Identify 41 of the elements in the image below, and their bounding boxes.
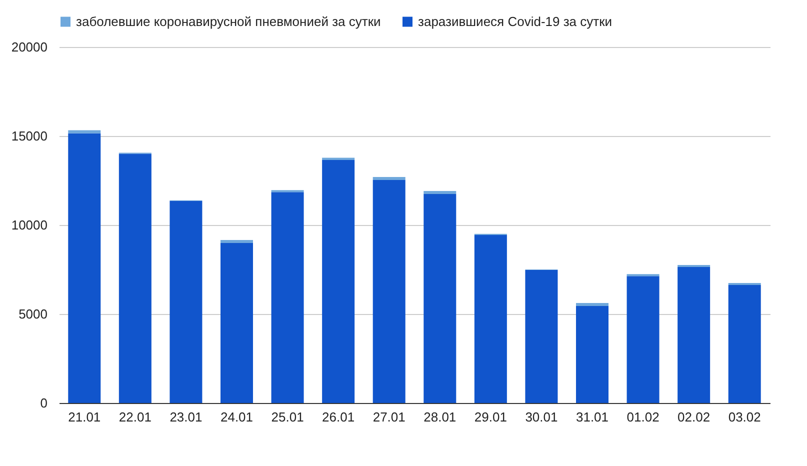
- bar: [118, 154, 152, 403]
- x-tick-label: 26.01: [322, 410, 355, 424]
- y-tick-label: 20000: [11, 40, 48, 54]
- x-tick-label: 27.01: [372, 410, 406, 424]
- bar: [424, 194, 456, 403]
- legend-label: заразившиеся Covid-19 за сутки: [418, 14, 612, 29]
- bar: [271, 192, 304, 403]
- x-tick-label: 24.01: [220, 410, 254, 424]
- bar: [220, 240, 253, 243]
- x-tick-label: 21.01: [68, 410, 101, 424]
- x-tick-label: 31.01: [576, 410, 609, 424]
- bar: [525, 270, 558, 403]
- bar: [68, 133, 101, 403]
- y-tick-label: 10000: [11, 218, 48, 232]
- bar: [220, 242, 253, 403]
- y-tick-label: 15000: [11, 128, 48, 144]
- bar: [322, 158, 355, 160]
- x-tick-label: 03.02: [728, 410, 761, 424]
- bar: [474, 234, 507, 403]
- y-tick-label: 5000: [18, 306, 48, 322]
- y-tick-label: 0: [40, 396, 48, 410]
- bar: [372, 180, 406, 403]
- x-tick-label: 25.01: [271, 410, 304, 424]
- x-tick-label: 02.02: [678, 410, 710, 424]
- x-tick-label: 28.01: [424, 410, 456, 424]
- bar: [424, 191, 456, 194]
- x-tick-label: 01.02: [626, 410, 660, 424]
- bar: [626, 276, 660, 403]
- x-tick-label: 29.01: [474, 410, 507, 424]
- bar: [728, 284, 761, 403]
- x-tick-label: 22.01: [118, 410, 152, 424]
- bar: [68, 130, 101, 134]
- x-tick-label: 23.01: [170, 410, 202, 424]
- bar: [372, 176, 406, 180]
- bar: [576, 302, 608, 306]
- bar: [576, 306, 608, 403]
- x-tick-label: 30.01: [525, 410, 558, 424]
- bar: [170, 200, 202, 403]
- legend-label: заболевшие коронавирусной пневмонией за сутки: [76, 14, 381, 29]
- bar: [678, 267, 710, 403]
- bar: [322, 160, 355, 403]
